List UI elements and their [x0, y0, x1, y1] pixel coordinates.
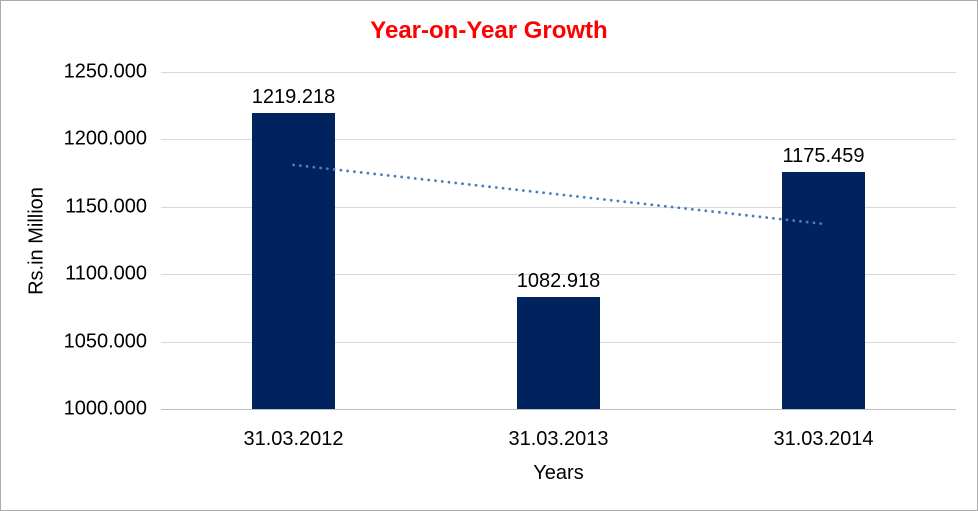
x-tick-label: 31.03.2013: [508, 428, 609, 450]
y-tick-label: 1200.000: [63, 127, 147, 150]
x-tick-label: 31.03.2012: [243, 428, 344, 450]
gridline: [161, 72, 956, 73]
y-tick-label: 1000.000: [63, 397, 147, 420]
x-tick-label: 31.03.2014: [773, 428, 874, 450]
gridline: [161, 274, 956, 276]
y-tick-label: 1250.000: [63, 60, 147, 83]
bar-value-label: 1082.918: [516, 270, 601, 293]
gridline: [161, 139, 956, 141]
bar-value-label: 1219.218: [251, 86, 336, 109]
y-tick-label: 1100.000: [65, 262, 147, 285]
bar: [517, 297, 600, 409]
bar-value-label: 1175.459: [782, 145, 865, 168]
trendline-path: [292, 163, 825, 226]
y-tick-label: 1050.000: [63, 330, 147, 353]
y-tick-label: 1150.000: [65, 195, 147, 218]
gridline: [161, 206, 956, 208]
x-axis-title: Years: [533, 462, 584, 484]
plot-area: 1219.218 1082.918 1175.459: [161, 72, 956, 410]
bar: [782, 172, 865, 409]
chart-title: Year-on-Year Growth: [370, 17, 608, 44]
trendline: [292, 163, 825, 226]
bar: [252, 113, 335, 409]
